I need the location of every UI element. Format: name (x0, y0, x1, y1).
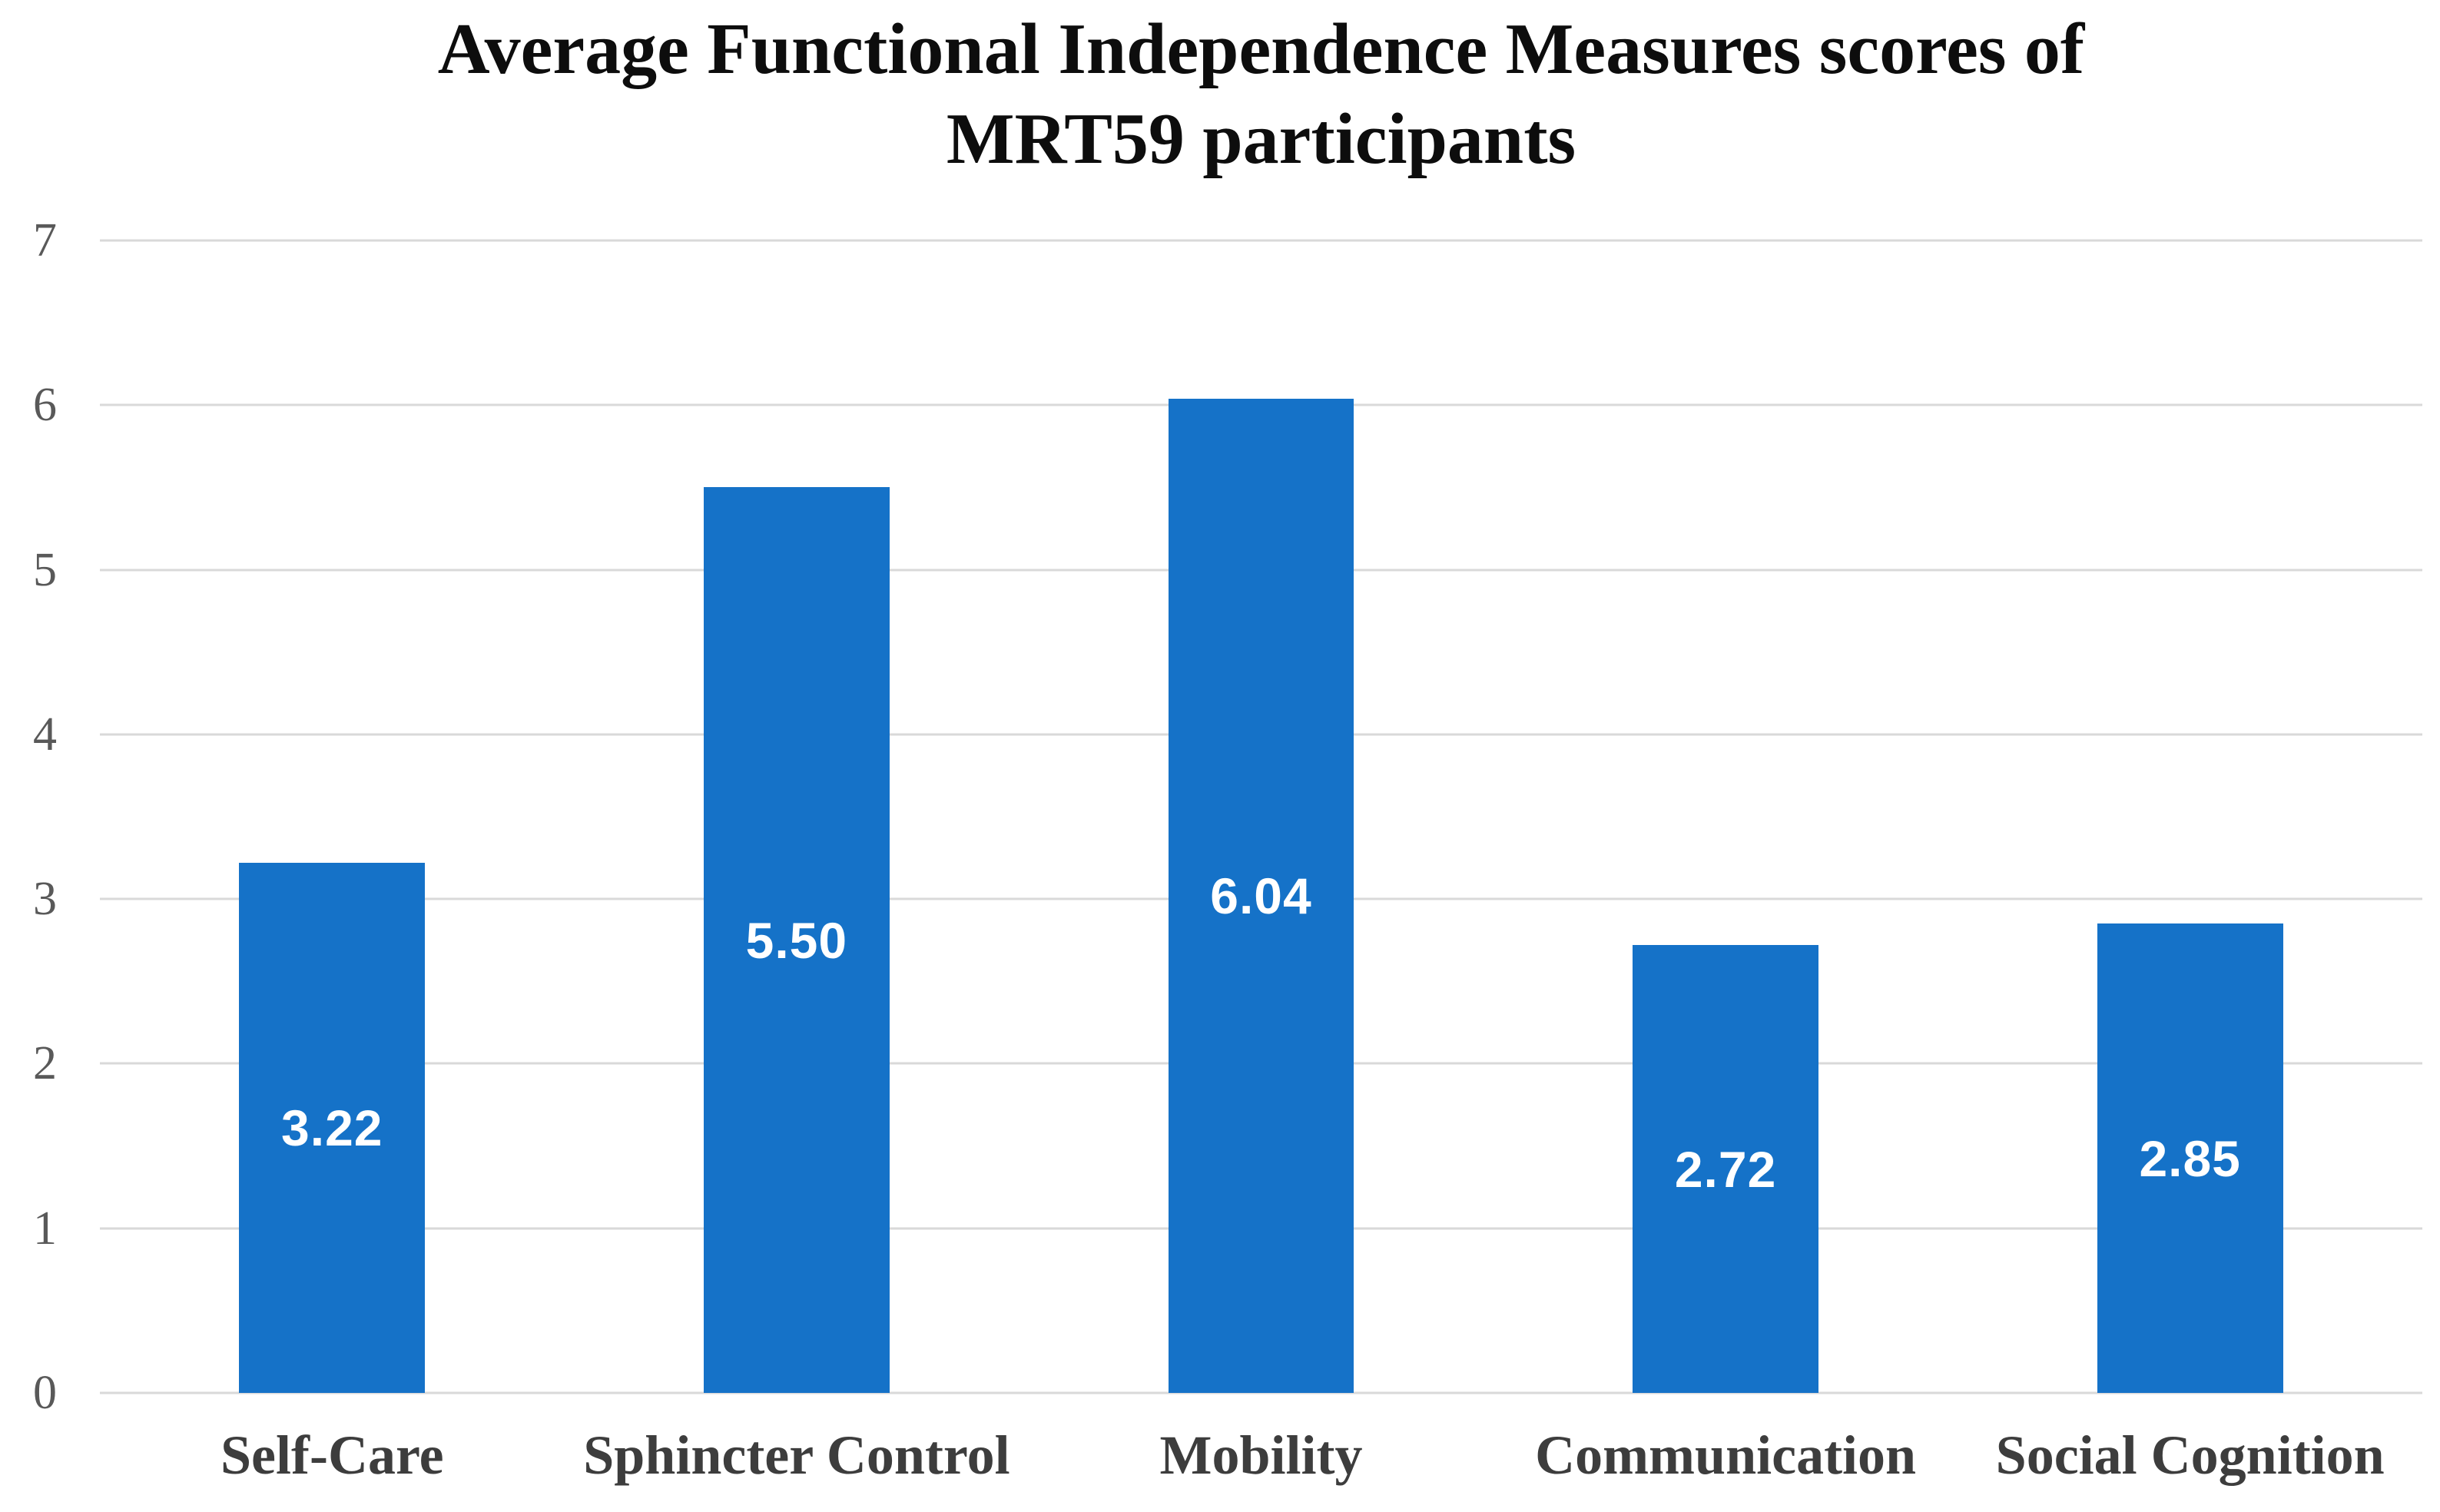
bar-mobility: 6.04 (1168, 398, 1354, 1393)
bar-value-label-communication: 2.72 (1674, 1140, 1777, 1198)
y-axis: 0 1 2 3 4 5 6 7 (0, 217, 57, 1417)
chart-title-line-1: Average Functional Independence Measures… (437, 9, 2085, 89)
y-tick-label-6: 6 (33, 379, 57, 432)
y-tick-label-0: 0 (33, 1367, 57, 1419)
chart-title-line-2: MRT59 participants (946, 99, 1576, 179)
chart-title: Average Functional Independence Measures… (100, 5, 2422, 184)
category-label-social-cognition: Social Cognition (1995, 1424, 2385, 1486)
bar-value-label-sphincter-control: 5.50 (745, 911, 848, 969)
bar-value-label-social-cognition: 2.85 (2139, 1129, 2241, 1187)
category-label-self-care: Self-Care (220, 1424, 444, 1486)
bar-value-label-mobility: 6.04 (1210, 867, 1312, 924)
bar-value-label-self-care: 3.22 (281, 1099, 383, 1156)
y-tick-label-2: 2 (33, 1037, 57, 1090)
bar-social-cognition: 2.85 (2097, 923, 2283, 1393)
y-tick-label-3: 3 (33, 873, 57, 926)
y-tick-label-1: 1 (33, 1202, 57, 1255)
category-label-sphincter-control: Sphincter Control (583, 1424, 1010, 1486)
category-label-mobility: Mobility (1159, 1424, 1363, 1486)
y-tick-label-7: 7 (33, 214, 57, 267)
bar-communication: 2.72 (1633, 945, 1818, 1393)
y-tick-label-5: 5 (33, 543, 57, 596)
y-tick-label-4: 4 (33, 708, 57, 761)
bar-sphincter-control: 5.50 (703, 487, 890, 1393)
gridline-7 (100, 239, 2422, 242)
bar-self-care: 3.22 (239, 863, 426, 1393)
gridline-0 (100, 1391, 2422, 1394)
category-label-communication: Communication (1535, 1424, 1917, 1486)
plot-area: 3.22 Self-Care 5.50 Sphincter Control 6.04 Mo… (100, 239, 2422, 1484)
